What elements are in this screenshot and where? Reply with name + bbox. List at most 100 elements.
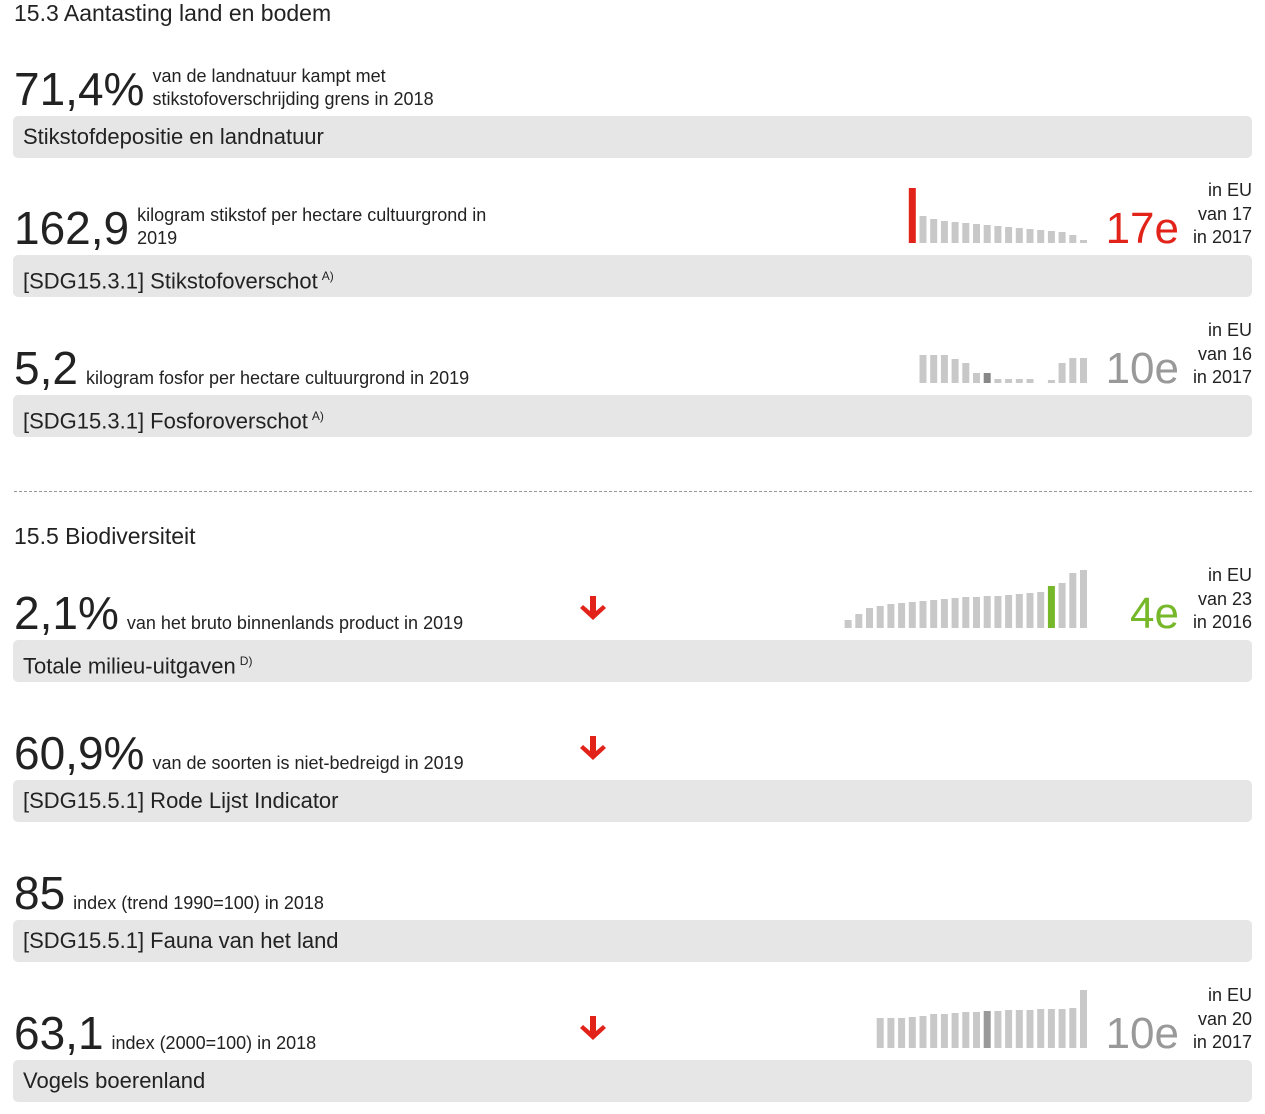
- indicator-head: 5,2 kilogram fosfor per hectare cultuurgr…: [14, 311, 469, 391]
- ranking-bar: [983, 373, 991, 383]
- ranking-bar: [994, 379, 1002, 383]
- ranking-bar: [962, 1012, 970, 1048]
- ranking-bar: [1047, 231, 1055, 243]
- ranking-bar: [994, 226, 1002, 243]
- ranking-bar: [994, 596, 1002, 628]
- ranking-bar: [919, 1016, 927, 1048]
- ranking-bar: [930, 355, 938, 383]
- section-title: 15.3 Aantasting land en bodem: [14, 0, 332, 26]
- ranking-bar: [1069, 573, 1077, 628]
- label-text: Vogels boerenland: [23, 1068, 206, 1093]
- rank-region: in EU: [1207, 320, 1252, 340]
- ranking-bar: [962, 363, 970, 383]
- ranking-bar: [1047, 380, 1055, 383]
- label-text: [SDG15.3.1] Stikstofoverschot: [23, 268, 318, 294]
- ranking-bar: [983, 596, 991, 628]
- indicator-label: [SDG15.5.1] Rode Lijst Indicator: [13, 780, 1252, 822]
- ranking-bar: [1080, 570, 1087, 628]
- indicator-label: Totale milieu-uitgaven D): [13, 640, 1252, 682]
- ranking-bar: [1026, 229, 1034, 243]
- trend-arrow: [580, 596, 606, 620]
- rank-of: van 23: [1197, 588, 1252, 609]
- rank-year: in 2017: [1192, 1032, 1252, 1052]
- description: index (trend 1990=100) in 2018: [73, 892, 324, 916]
- ranking-bar: [1047, 586, 1055, 628]
- divider: [14, 491, 1252, 492]
- rank-info: in EU van 17 in 2017: [1193, 179, 1252, 250]
- big-number: 5,2: [14, 342, 78, 394]
- ranking-bar: [1005, 595, 1013, 628]
- rank-of: van 17: [1197, 203, 1252, 224]
- ranking-bar: [1069, 235, 1077, 243]
- trend-arrow: [580, 736, 606, 760]
- rank-of: van 16: [1197, 343, 1252, 364]
- big-number: 63,1: [14, 1007, 104, 1059]
- ranking-bar: [887, 1018, 895, 1048]
- label-text: Totale milieu-uitgaven: [23, 653, 236, 679]
- ranking-bar: [930, 1014, 938, 1048]
- indicator-head: 71,4% van de landnatuur kampt met stikstof…: [14, 32, 434, 112]
- rank-position: 10e: [1105, 1009, 1179, 1058]
- description: kilogram stikstof per hectare cultuurgro…: [137, 204, 486, 251]
- rank-year: in 2016: [1192, 612, 1252, 632]
- ranking-bar: [940, 221, 948, 243]
- ranking-bar: [1058, 232, 1066, 243]
- ranking-bar: [1080, 990, 1087, 1048]
- rank-info: in EU van 23 in 2016: [1193, 564, 1252, 635]
- description-line: 2019: [137, 228, 178, 248]
- description-line: index (trend 1990=100) in 2018: [73, 893, 324, 913]
- ranking-bar: [1005, 379, 1013, 383]
- description: van het bruto binnenlands product in 201…: [127, 612, 463, 636]
- ranking-bar: [973, 1012, 980, 1048]
- ranking-bar: [940, 1014, 948, 1048]
- label-text: [SDG15.5.1] Fauna van het land: [23, 928, 339, 953]
- footnote: A): [321, 269, 334, 283]
- rank-position: 17e: [1105, 204, 1179, 253]
- ranking-bar: [908, 188, 916, 243]
- description: van de landnatuur kampt met stikstofovers…: [152, 65, 433, 112]
- description-line: van de landnatuur kampt met: [152, 66, 386, 86]
- ranking-bar: [1080, 358, 1087, 383]
- footnote: A): [311, 409, 324, 423]
- ranking-bar: [866, 608, 873, 628]
- ranking-bar: [898, 1018, 906, 1048]
- ranking-bar: [1026, 1010, 1034, 1048]
- ranking-bar: [1069, 358, 1077, 383]
- ranking-bar: [983, 225, 991, 243]
- indicator-label: [SDG15.5.1] Fauna van het land: [13, 920, 1252, 962]
- ranking-bar: [1069, 1008, 1077, 1048]
- ranking-bar: [1015, 379, 1023, 383]
- rank-of: van 20: [1197, 1008, 1252, 1029]
- ranking-bar: [919, 355, 927, 383]
- ranking-bar: [930, 600, 938, 628]
- ranking-bar: [1047, 1009, 1055, 1048]
- indicator-label: Stikstofdepositie en landnatuur: [13, 116, 1252, 158]
- big-number: 162,9: [14, 202, 130, 254]
- ranking-bar: [919, 601, 927, 628]
- ranking-bar: [919, 216, 927, 243]
- ranking-bar: [994, 1011, 1002, 1048]
- indicator-head: 162,9 kilogram stikstof per hectare cultu…: [14, 171, 486, 251]
- description: index (2000=100) in 2018: [112, 1032, 317, 1056]
- ranking-bar: [1058, 583, 1066, 628]
- rank-info: in EU van 20 in 2017: [1193, 984, 1252, 1055]
- ranking-bar: [1005, 227, 1013, 243]
- rank-year: in 2017: [1192, 367, 1252, 387]
- description-line: kilogram fosfor per hectare cultuurgrond…: [85, 368, 470, 388]
- indicator-label: Vogels boerenland: [13, 1060, 1252, 1102]
- ranking-bar: [962, 597, 970, 628]
- ranking-bar: [908, 602, 916, 628]
- rank-region: in EU: [1207, 565, 1252, 585]
- ranking-bar: [1037, 592, 1045, 628]
- big-number: 2,1%: [14, 587, 119, 639]
- ranking-bar: [855, 614, 863, 628]
- trend-arrow: [580, 1016, 606, 1040]
- rank-position: 10e: [1105, 344, 1179, 393]
- indicator-head: 63,1 index (2000=100) in 2018: [14, 976, 316, 1056]
- ranking-bar: [962, 223, 970, 243]
- indicator-label: [SDG15.3.1] Fosforoverschot A): [13, 395, 1252, 437]
- ranking-bar: [1015, 1010, 1023, 1048]
- ranking-bar: [1037, 230, 1045, 243]
